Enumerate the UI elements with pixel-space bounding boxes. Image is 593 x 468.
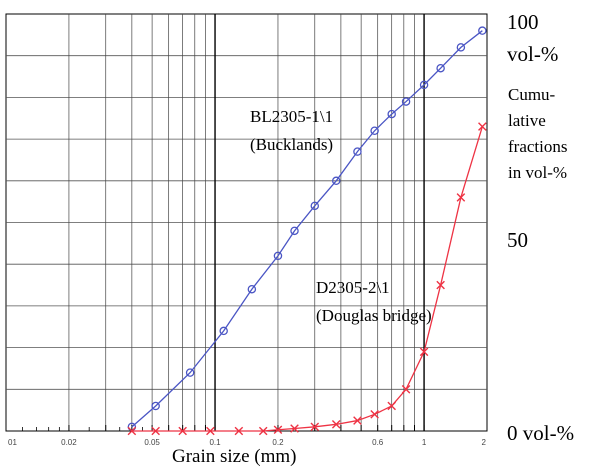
data-point-x	[290, 424, 299, 433]
bucklands-label-line2: (Bucklands)	[250, 135, 333, 154]
data-point-circle	[247, 284, 257, 294]
data-point-x	[331, 420, 341, 429]
data-point-circle	[387, 109, 396, 119]
data-point-x	[310, 422, 320, 432]
x-tick-label: 0.1	[209, 438, 221, 447]
data-point-x	[206, 426, 215, 436]
bucklands-series	[127, 26, 487, 432]
data-point-x	[419, 347, 429, 357]
douglas-label-line1: D2305-2\1	[316, 278, 390, 297]
data-point-circle	[370, 126, 379, 136]
data-point-circle	[478, 26, 487, 35]
data-point-circle	[290, 226, 299, 236]
x-axis-label: Grain size (mm)	[172, 446, 297, 467]
bucklands-label-line1: BL2305-1\1	[250, 107, 333, 126]
y-axis-title-line3: fractions	[508, 137, 568, 156]
data-point-x	[127, 426, 137, 436]
y-top-label: 100	[507, 10, 539, 34]
data-point-circle	[273, 251, 283, 261]
x-tick-label: 2	[482, 438, 487, 447]
data-point-circle	[310, 201, 320, 211]
data-point-circle	[151, 401, 160, 411]
x-tick-label: 01	[8, 438, 17, 447]
data-point-x	[151, 426, 160, 436]
data-point-x	[273, 425, 283, 435]
data-point-x	[401, 385, 411, 394]
data-point-x	[478, 122, 487, 131]
series-line	[131, 30, 483, 428]
annotation-layer: BL2305-1\1 (Bucklands) D2305-2\1 (Dougla…	[172, 107, 432, 467]
data-point-x	[178, 426, 187, 436]
data-point-x	[258, 426, 268, 436]
data-point-circle	[401, 97, 411, 106]
series-layer	[127, 26, 487, 436]
y-axis-title: Cumu- lative fractions in vol-%	[508, 82, 567, 186]
y-mid-label: 50	[507, 228, 528, 252]
data-point-x	[370, 410, 379, 419]
y-bottom-label: 0 vol-%	[507, 421, 575, 445]
data-point-circle	[185, 368, 195, 377]
y-axis-title-line4: in vol-%	[508, 163, 568, 182]
data-point-x	[234, 426, 244, 436]
douglas-label-line2: (Douglas bridge)	[316, 306, 432, 325]
data-point-circle	[219, 326, 228, 336]
x-tick-label: 0.6	[372, 438, 384, 447]
data-point-x	[436, 280, 445, 290]
data-point-x	[456, 193, 466, 202]
data-point-x	[387, 401, 396, 411]
chart-grid	[5, 13, 488, 432]
data-point-circle	[353, 147, 362, 156]
x-tick-label: 1	[422, 438, 427, 447]
x-tick-label: 0.2	[272, 438, 284, 447]
douglas-series	[127, 122, 487, 436]
y-top-unit: vol-%	[507, 42, 559, 66]
x-axis-ticks: 01 0.02 0.05 0.1 0.2 0.6 1 2	[8, 425, 487, 447]
data-point-circle	[456, 43, 466, 52]
x-tick-label: 0.02	[61, 438, 77, 447]
data-point-circle	[331, 176, 341, 186]
data-point-circle	[436, 63, 445, 73]
series-line	[131, 126, 483, 432]
y-axis-title-line1: Cumu-	[508, 85, 556, 104]
x-tick-label: 0.05	[144, 438, 160, 447]
data-point-circle	[419, 80, 429, 90]
y-axis-title-line2: lative	[508, 111, 546, 130]
data-point-x	[353, 416, 362, 425]
